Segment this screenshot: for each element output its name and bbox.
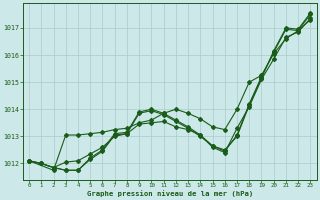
X-axis label: Graphe pression niveau de la mer (hPa): Graphe pression niveau de la mer (hPa): [87, 190, 253, 197]
